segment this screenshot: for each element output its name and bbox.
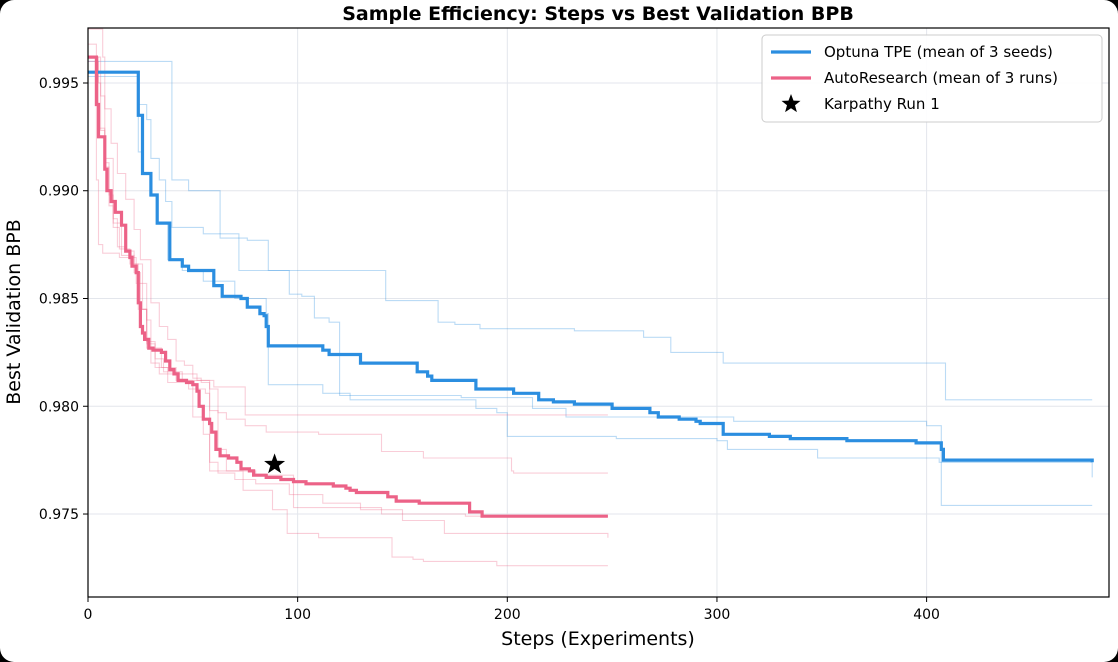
x-tick-label: 0	[84, 607, 93, 623]
y-tick-label: 0.995	[39, 76, 79, 92]
x-tick-label: 300	[704, 607, 731, 623]
legend-label-autoresearch: AutoResearch (mean of 3 runs)	[824, 69, 1058, 87]
legend-label-optuna: Optuna TPE (mean of 3 seeds)	[824, 43, 1053, 61]
legend-star-icon	[781, 94, 801, 113]
mean-lines	[88, 55, 1094, 518]
x-axis-ticks: 0 100 200 300 400	[84, 597, 940, 623]
y-tick-label: 0.975	[39, 507, 79, 523]
markers	[264, 453, 286, 474]
run-line-optuna-seed-3	[88, 71, 1093, 506]
legend-label-karpathy: Karpathy Run 1	[824, 95, 940, 113]
x-axis-label: Steps (Experiments)	[501, 628, 695, 650]
mean-line-autoresearch-mean-of-3-runs	[88, 55, 608, 518]
run-line-autoresearch-run-2	[88, 56, 609, 538]
chart-title: Sample Efficiency: Steps vs Best Validat…	[342, 3, 854, 25]
y-tick-label: 0.980	[39, 399, 79, 415]
run-line-autoresearch-run-5	[88, 56, 608, 517]
x-tick-label: 400	[913, 607, 940, 623]
y-axis-ticks: 0.975 0.980 0.985 0.990 0.995	[39, 76, 88, 523]
y-axis-label: Best Validation BPB	[3, 219, 25, 405]
x-tick-label: 200	[494, 607, 521, 623]
y-tick-label: 0.985	[39, 291, 79, 307]
legend: Optuna TPE (mean of 3 seeds) AutoResearc…	[761, 34, 1103, 123]
run-line-optuna-seed-1	[88, 60, 1093, 401]
legend-box	[761, 34, 1103, 123]
y-tick-label: 0.990	[39, 184, 79, 200]
x-tick-label: 100	[284, 607, 311, 623]
plot-area-frame	[87, 27, 1110, 598]
mean-line-optuna-tpe-mean-of-3-seeds	[88, 70, 1094, 463]
run-line-autoresearch-run-1	[88, 28, 608, 474]
karpathy-run-star-marker	[264, 453, 286, 474]
